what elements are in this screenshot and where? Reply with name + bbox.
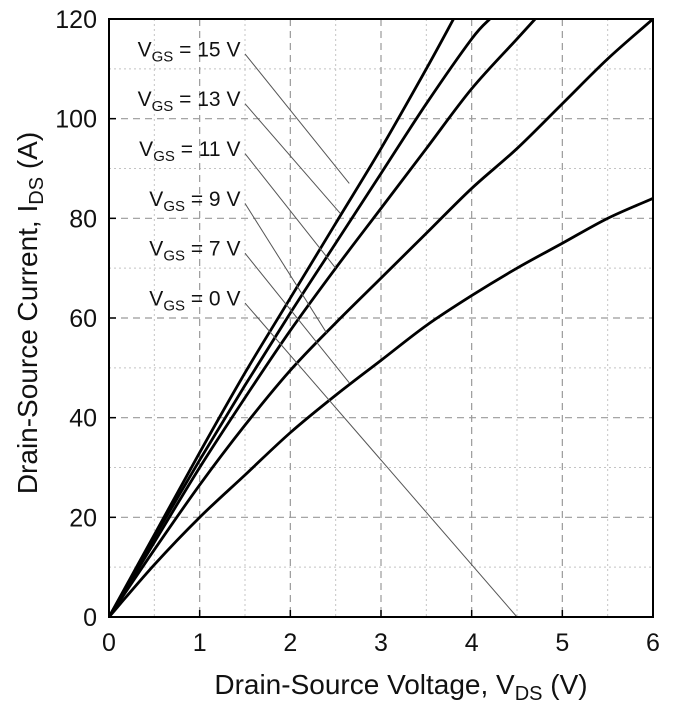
- series-line-15v: [109, 19, 455, 617]
- y-axis-title-sub: DS: [26, 177, 48, 205]
- y-tick-label: 40: [69, 405, 97, 433]
- leader-line: [244, 153, 337, 269]
- series-label: VGS = 7 V: [149, 238, 240, 265]
- leader-line: [244, 203, 328, 334]
- y-tick-label: 60: [69, 305, 97, 333]
- series-label-main: V: [149, 188, 163, 211]
- series-label-value: = 0 V: [185, 288, 240, 311]
- y-tick-label: 0: [83, 604, 97, 632]
- x-tick-label: 1: [193, 629, 207, 657]
- y-axis-title: Drain-Source Current, IDS (A): [12, 132, 48, 494]
- y-tick-label: 120: [55, 6, 97, 34]
- series-line-13v: [109, 19, 491, 617]
- y-tick-label: 20: [69, 504, 97, 532]
- series-label: VGS = 9 V: [149, 188, 240, 215]
- y-tick-label: 100: [55, 106, 97, 134]
- y-axis-title-main: Drain-Source Current, I: [12, 205, 43, 494]
- x-tick-label: 3: [374, 629, 388, 657]
- series-label-value: = 11 V: [175, 138, 241, 161]
- series-label: VGS = 11 V: [139, 138, 240, 165]
- series-lines: [109, 19, 653, 617]
- y-tick-label: 80: [69, 205, 97, 233]
- series-label-value: = 13 V: [173, 88, 240, 111]
- x-tick-label: 6: [646, 629, 660, 657]
- series-line-7v: [109, 197, 653, 617]
- x-axis-title-main: Drain-Source Voltage, V: [214, 669, 515, 700]
- series-label-main: V: [138, 38, 152, 61]
- y-axis-title-unit: (A): [12, 132, 43, 177]
- series-label-sub: GS: [163, 248, 185, 265]
- series-label-sub: GS: [152, 98, 174, 115]
- series-label-main: V: [149, 238, 163, 261]
- series-label-main: V: [138, 88, 152, 111]
- series-label-value: = 15 V: [173, 38, 240, 61]
- x-tick-label: 0: [102, 629, 116, 657]
- x-axis-title-sub: DS: [515, 683, 543, 702]
- x-tick-label: 5: [555, 629, 569, 657]
- series-label-value: = 7 V: [185, 238, 240, 261]
- series-label: VGS = 0 V: [149, 288, 240, 315]
- series-label: VGS = 15 V: [138, 38, 241, 65]
- series-label-sub: GS: [163, 198, 185, 215]
- series-label: VGS = 13 V: [138, 88, 241, 115]
- series-label-sub: GS: [153, 148, 175, 165]
- series-label-main: V: [149, 288, 163, 311]
- leader-line: [244, 53, 350, 184]
- leader-line: [244, 252, 350, 384]
- leader-line: [244, 302, 518, 618]
- leader-line: [244, 103, 341, 214]
- x-axis-title: Drain-Source Voltage, VDS (V): [214, 669, 587, 702]
- series-label-value: = 9 V: [185, 188, 240, 211]
- x-axis-title-unit: (V): [543, 669, 588, 700]
- series-label-sub: GS: [152, 48, 174, 65]
- series-label-sub: GS: [163, 298, 185, 315]
- series-line-9v: [109, 19, 653, 617]
- x-tick-label: 4: [465, 629, 479, 657]
- series-line-11v: [109, 19, 537, 617]
- x-tick-label: 2: [283, 629, 297, 657]
- series-label-main: V: [139, 138, 153, 161]
